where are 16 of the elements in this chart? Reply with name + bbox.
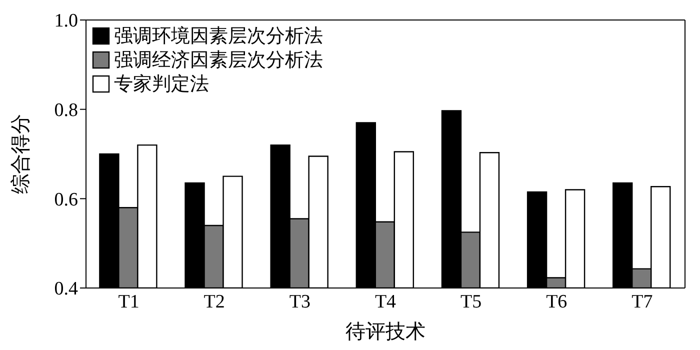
x-axis-title: 待评技术 bbox=[346, 321, 426, 343]
y-axis-title: 综合得分 bbox=[10, 114, 32, 194]
legend-label: 强调环境因素层次分析法 bbox=[114, 25, 323, 49]
legend-label: 强调经济因素层次分析法 bbox=[114, 49, 323, 73]
x-tick-label: T5 bbox=[460, 291, 482, 312]
x-tick-label: T1 bbox=[118, 291, 140, 312]
x-tick-label: T6 bbox=[546, 291, 568, 312]
x-tick-label: T3 bbox=[289, 291, 310, 312]
legend-label: 专家判定法 bbox=[114, 73, 209, 97]
x-tick-label: T4 bbox=[374, 291, 397, 312]
y-tick-label: 1.0 bbox=[54, 10, 78, 32]
x-tick-label: T2 bbox=[204, 291, 225, 312]
y-tick-label: 0.6 bbox=[54, 189, 78, 210]
y-tick-label: 0.8 bbox=[54, 100, 78, 122]
y-tick-label: 0.4 bbox=[54, 278, 78, 300]
x-tick-label: T7 bbox=[632, 291, 653, 312]
